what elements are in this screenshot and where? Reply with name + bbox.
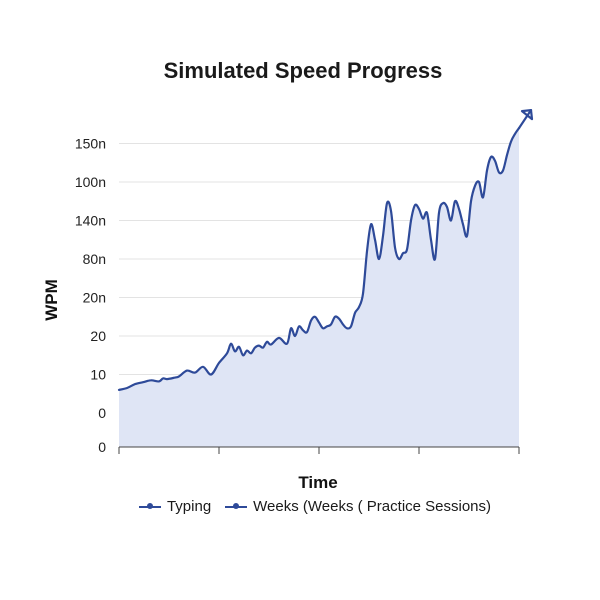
y-tick-label: 100n — [75, 174, 106, 190]
legend-label-typing: Typing — [166, 498, 212, 515]
legend-swatch-typing — [138, 502, 161, 509]
y-tick-label: 0 — [98, 405, 106, 421]
y-tick-label: 20 — [90, 328, 106, 344]
y-tick-label: 20n — [83, 290, 106, 306]
y-tick-layer: 0 0 10 20 20n 80n 140n 100n 150n — [75, 136, 106, 456]
legend: Typing Weeks (Weeks ( Practice Sessions) — [0, 498, 600, 515]
series-line-typing — [117, 127, 521, 391]
legend-item-weeks: Weeks (Weeks ( Practice Sessions) — [225, 498, 491, 515]
y-tick-label: 140n — [75, 213, 106, 229]
chart-title: Simulated Speed Progress — [163, 58, 443, 83]
y-tick-label: 80n — [83, 251, 106, 267]
y-axis-title: WPM — [42, 279, 61, 321]
trend-arrow-head — [520, 108, 534, 121]
x-axis-title: Time — [298, 473, 337, 492]
y-tick-label: 150n — [75, 136, 106, 152]
series-area-fill — [119, 128, 519, 447]
y-tick-label: 0 — [98, 439, 106, 455]
trend-arrow-shaft — [517, 108, 533, 130]
legend-item-typing: Typing — [138, 498, 212, 515]
legend-swatch-weeks — [225, 502, 248, 509]
x-tick-layer — [118, 447, 520, 454]
legend-label-weeks: Weeks (Weeks ( Practice Sessions) — [253, 498, 492, 515]
y-tick-label: 10 — [90, 367, 106, 383]
